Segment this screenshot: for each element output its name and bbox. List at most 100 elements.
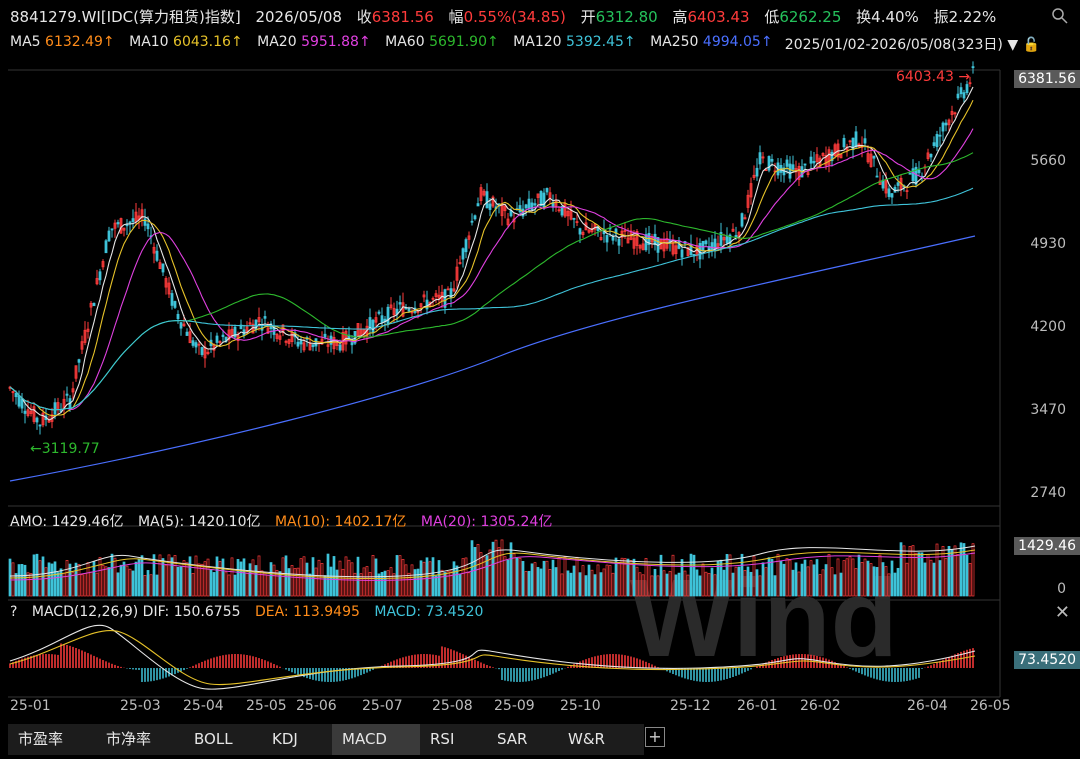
- volume-bar: [116, 572, 120, 597]
- search-icon[interactable]: [1052, 8, 1068, 24]
- x-tick: 25-09: [494, 698, 535, 714]
- volume-bar: [779, 560, 783, 597]
- volume-bar: [455, 565, 459, 597]
- ma20-value: 5951.88↑: [301, 34, 371, 50]
- candle-body: [215, 335, 219, 343]
- volume-bar: [599, 572, 603, 597]
- ma5-value: 6132.49↑: [45, 34, 115, 50]
- volume-bar: [557, 557, 561, 597]
- volume-bar: [929, 559, 933, 597]
- kline-chart[interactable]: Wind: [0, 56, 1080, 722]
- volume-bar: [572, 565, 576, 597]
- tab-macd[interactable]: MACD: [332, 724, 422, 755]
- volume-bar: [902, 545, 906, 597]
- volume-bar: [14, 573, 18, 597]
- volume-bar: [143, 575, 147, 597]
- candle-body: [848, 140, 852, 143]
- tab-wr[interactable]: W&R: [558, 724, 644, 755]
- volume-bar: [149, 574, 153, 597]
- candle-body: [671, 241, 675, 255]
- volume-bar: [287, 568, 291, 597]
- volume-bar: [851, 558, 855, 597]
- volume-bar: [494, 539, 498, 597]
- tab-pe[interactable]: 市盈率: [8, 724, 98, 755]
- candle-body: [545, 188, 549, 193]
- volume-bar: [98, 557, 102, 597]
- candle-body: [284, 340, 288, 343]
- volume-bar: [122, 561, 126, 597]
- volume-bar: [206, 558, 210, 597]
- volume-bar: [860, 562, 864, 597]
- volume-bar: [812, 564, 816, 597]
- candle-body: [917, 169, 921, 174]
- volume-bar: [404, 564, 408, 597]
- volume-bar: [617, 563, 621, 597]
- candle-body: [218, 341, 222, 343]
- volume-bar: [518, 557, 522, 597]
- volume-bar: [341, 568, 345, 597]
- volume-bar: [218, 561, 222, 597]
- candle-body: [962, 92, 966, 99]
- volume-bar: [368, 572, 372, 597]
- candle-body: [197, 343, 201, 346]
- low-marker: ←3119.77: [30, 441, 100, 457]
- candle-body: [905, 190, 909, 192]
- volume-bar: [701, 563, 705, 597]
- volume-bar: [230, 557, 234, 597]
- volume-bar: [866, 560, 870, 597]
- candle-body: [311, 344, 315, 348]
- candle-body: [872, 155, 876, 159]
- candle-body: [623, 230, 627, 232]
- volume-bar: [527, 570, 531, 597]
- candle-body: [539, 191, 543, 207]
- volume-bar: [725, 554, 729, 597]
- help-icon[interactable]: ?: [10, 604, 18, 620]
- x-tick: 25-06: [296, 698, 337, 714]
- low-value: 6262.25: [779, 8, 842, 26]
- candle-body: [479, 187, 483, 202]
- date-range-selector[interactable]: 2025/01/02-2026/05/08(323日) ▼ 🔓: [784, 37, 1040, 53]
- candle-body: [626, 237, 630, 244]
- tab-sar[interactable]: SAR: [487, 724, 561, 755]
- macd-current-badge: 73.4520: [1014, 651, 1080, 669]
- candle-body: [296, 341, 300, 347]
- candle-body: [956, 93, 960, 99]
- volume-bar: [107, 567, 111, 597]
- volume-bar: [575, 556, 579, 597]
- volume-bar: [665, 573, 669, 597]
- add-tab-button[interactable]: +: [645, 727, 665, 747]
- volume-bar: [167, 554, 171, 597]
- volume-bar: [971, 543, 975, 597]
- candle-body: [182, 323, 186, 327]
- volume-bar: [419, 560, 423, 597]
- candle-body: [152, 246, 156, 254]
- tab-rsi[interactable]: RSI: [420, 724, 490, 755]
- amo-zero: 0: [1057, 581, 1066, 597]
- volume-bar: [524, 571, 528, 597]
- candle-body: [572, 217, 576, 220]
- candle-body: [806, 172, 810, 176]
- volume-bar: [893, 572, 897, 597]
- x-tick: 25-10: [560, 698, 601, 714]
- candle-body: [968, 82, 972, 85]
- close-icon[interactable]: ✕: [1054, 602, 1070, 623]
- volume-bar: [89, 571, 93, 597]
- tab-pb[interactable]: 市净率: [96, 724, 186, 755]
- candle-body: [674, 245, 678, 255]
- tab-kdj[interactable]: KDJ: [262, 724, 334, 755]
- candle-body: [767, 156, 771, 171]
- candle-body: [812, 161, 816, 164]
- volume-bar: [965, 554, 969, 597]
- candle-body: [914, 166, 918, 185]
- candle-body: [863, 138, 867, 144]
- volume-bar: [833, 574, 837, 597]
- candle-body: [605, 235, 609, 243]
- volume-bar: [728, 554, 732, 597]
- volume-bar: [380, 571, 384, 597]
- candle-body: [263, 316, 267, 319]
- volume-bar: [59, 568, 63, 597]
- x-tick: 25-07: [362, 698, 403, 714]
- volume-bar: [137, 558, 141, 597]
- volume-bar: [305, 562, 309, 597]
- tab-boll[interactable]: BOLL: [184, 724, 264, 755]
